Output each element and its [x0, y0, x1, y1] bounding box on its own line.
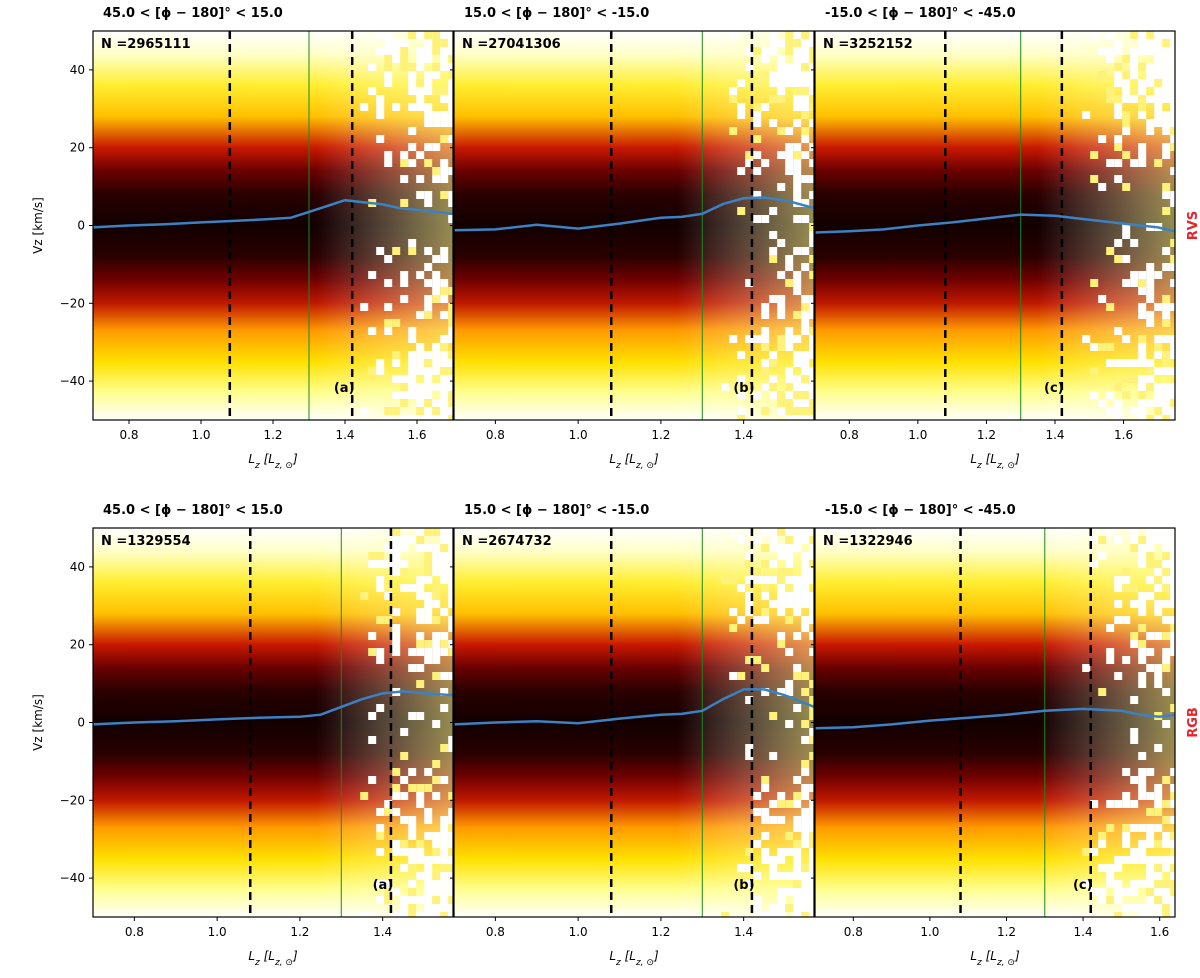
y-tick-label: 40: [70, 560, 85, 574]
n-count-label: N =27041306: [462, 37, 561, 52]
panel-letter: (a): [334, 381, 355, 396]
x-tick-label: 1.0: [569, 925, 588, 939]
panel-title: -15.0 < [ϕ − 180]° < -45.0: [825, 6, 1016, 21]
x-tick-label: 0.8: [125, 925, 144, 939]
y-tick-label: 20: [70, 141, 85, 155]
x-axis-label: Lz [Lz, ⊙]: [970, 949, 1020, 968]
x-tick-label: 1.0: [191, 428, 210, 442]
x-tick-label: 1.2: [263, 428, 282, 442]
x-tick-label: 0.8: [486, 428, 505, 442]
rgb-panel-1: 45.0 < [ϕ − 180]° < 15.0 N =1329554 (a) 0.8…: [31, 503, 454, 968]
x-tick-label: 1.0: [569, 428, 588, 442]
panel-title: 45.0 < [ϕ − 180]° < 15.0: [103, 503, 283, 518]
heatmap-sparse-bins: [1082, 528, 1175, 917]
mean-vz-curve: [815, 213, 1175, 234]
heatmap-sparse-bins: [721, 528, 814, 917]
panel-title: -15.0 < [ϕ − 180]° < -45.0: [825, 503, 1016, 518]
x-tick-label: 1.4: [734, 428, 753, 442]
n-count-label: N =1322946: [823, 534, 913, 549]
rgb-panel-3: -15.0 < [ϕ − 180]° < -45.0 N =1322946 (c) 0…: [811, 503, 1176, 968]
x-tick-label: 1.4: [335, 428, 354, 442]
x-tick-label: 1.6: [1150, 925, 1169, 939]
y-tick-label: 0: [77, 716, 85, 730]
row-label-rvs: RVS: [1186, 211, 1200, 240]
mean-vz-curve: [454, 688, 814, 726]
x-axis-label: Lz [Lz, ⊙]: [609, 452, 659, 471]
y-axis-label: Vz [km/s]: [31, 694, 45, 751]
x-axis-label: Lz [Lz, ⊙]: [248, 452, 298, 471]
panel-letter: (b): [733, 381, 754, 396]
heatmap-fade: [454, 31, 814, 420]
y-tick-label: 0: [77, 219, 85, 233]
heatmap-sparse-bins: [360, 528, 453, 917]
panel-letter: (a): [373, 878, 394, 893]
x-tick-label: 1.4: [373, 925, 392, 939]
rvs-panel-1: 45.0 < [ϕ − 180]° < 15.0 N =2965111 (a) 0.8…: [31, 6, 454, 471]
panel-letter: (c): [1073, 878, 1093, 893]
row-label-rgb: RGB: [1186, 707, 1200, 738]
x-tick-label: 0.8: [840, 428, 859, 442]
panel-letter: (c): [1044, 381, 1064, 396]
n-count-label: N =3252152: [823, 37, 913, 52]
x-tick-label: 1.6: [407, 428, 426, 442]
n-count-label: N =1329554: [101, 534, 191, 549]
y-tick-label: −40: [60, 871, 85, 885]
x-tick-label: 1.4: [1045, 428, 1064, 442]
heatmap-sparse-bins: [721, 31, 814, 420]
x-tick-label: 1.0: [208, 925, 227, 939]
y-axis-label: Vz [km/s]: [31, 197, 45, 254]
x-tick-label: 1.0: [908, 428, 927, 442]
x-tick-label: 1.2: [977, 428, 996, 442]
y-tick-label: 40: [70, 63, 85, 77]
panel-letter: (b): [733, 878, 754, 893]
x-tick-label: 1.2: [651, 428, 670, 442]
y-tick-label: −20: [60, 296, 85, 310]
rvs-panel-2: 15.0 < [ϕ − 180]° < -15.0 N =27041306 (b) 0…: [450, 6, 815, 471]
x-axis-label: Lz [Lz, ⊙]: [970, 452, 1020, 471]
x-tick-label: 1.4: [734, 925, 753, 939]
heatmap-sparse-bins: [1082, 31, 1175, 420]
y-tick-label: −20: [60, 793, 85, 807]
x-tick-label: 1.2: [290, 925, 309, 939]
n-count-label: N =2674732: [462, 534, 552, 549]
panel-title: 15.0 < [ϕ − 180]° < -15.0: [464, 6, 649, 21]
mean-vz-curve: [815, 707, 1175, 730]
rgb-panel-2: 15.0 < [ϕ − 180]° < -15.0 N =2674732 (b) 0.…: [450, 503, 815, 968]
x-tick-label: 0.8: [119, 428, 138, 442]
mean-vz-curve: [93, 690, 453, 726]
rvs-panel-3: -15.0 < [ϕ − 180]° < -45.0 N =3252152 (c) 0…: [811, 6, 1176, 471]
panel-title: 15.0 < [ϕ − 180]° < -15.0: [464, 503, 649, 518]
x-tick-label: 0.8: [844, 925, 863, 939]
mean-vz-curve: [454, 196, 814, 232]
x-tick-label: 1.2: [997, 925, 1016, 939]
x-tick-label: 0.8: [486, 925, 505, 939]
y-tick-label: 20: [70, 638, 85, 652]
y-tick-label: −40: [60, 374, 85, 388]
x-axis-label: Lz [Lz, ⊙]: [609, 949, 659, 968]
x-tick-label: 1.6: [1114, 428, 1133, 442]
n-count-label: N =2965111: [101, 37, 191, 52]
x-axis-label: Lz [Lz, ⊙]: [248, 949, 298, 968]
heatmap-sparse-bins: [360, 31, 453, 420]
heatmap-fade: [815, 528, 1175, 917]
mean-vz-curve: [93, 198, 453, 229]
panel-title: 45.0 < [ϕ − 180]° < 15.0: [103, 6, 283, 21]
x-tick-label: 1.0: [920, 925, 939, 939]
x-tick-label: 1.4: [1074, 925, 1093, 939]
x-tick-label: 1.2: [651, 925, 670, 939]
